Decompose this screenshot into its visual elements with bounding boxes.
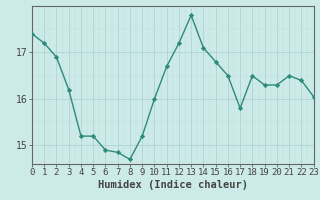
X-axis label: Humidex (Indice chaleur): Humidex (Indice chaleur)	[98, 180, 248, 190]
